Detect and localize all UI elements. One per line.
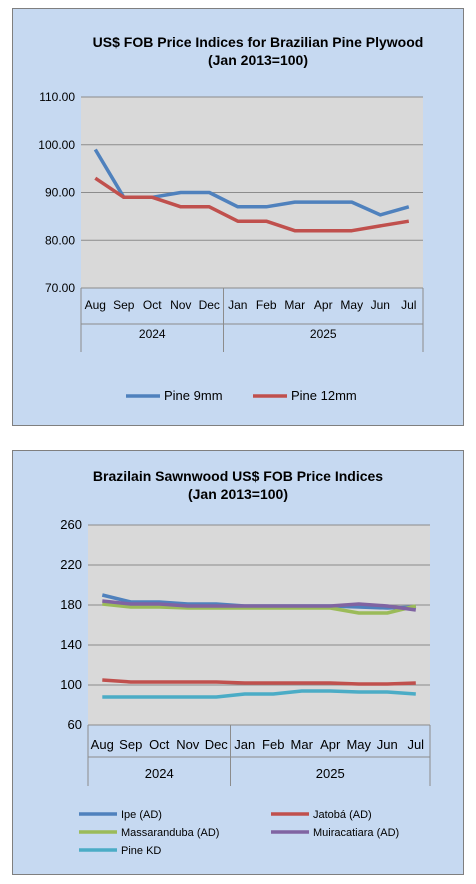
series-line-pine-12mm bbox=[94, 176, 410, 233]
series-line-pine-kd bbox=[102, 689, 416, 699]
x-tick-label: Jun bbox=[377, 737, 398, 752]
x-tick-label: Apr bbox=[320, 737, 341, 752]
x-tick-label: Aug bbox=[85, 298, 106, 312]
chart-subtitle: (Jan 2013=100) bbox=[207, 52, 309, 68]
y-tick-label: 220 bbox=[60, 557, 82, 572]
sawnwood-chart-panel: Brazilain Sawnwood US$ FOB Price Indices… bbox=[12, 450, 464, 875]
x-tick-label: Jun bbox=[371, 298, 390, 312]
legend-label: Ipe (AD) bbox=[121, 809, 162, 821]
year-label: 2025 bbox=[316, 766, 345, 781]
y-tick-label: 260 bbox=[60, 517, 82, 532]
y-tick-label: 100 bbox=[60, 677, 82, 692]
y-tick-label: 180 bbox=[60, 597, 82, 612]
x-tick-label: Apr bbox=[314, 298, 333, 312]
x-tick-label: Jul bbox=[407, 737, 424, 752]
y-tick-label: 80.00 bbox=[45, 233, 75, 247]
x-tick-label: Nov bbox=[170, 298, 191, 312]
x-tick-label: May bbox=[340, 298, 363, 312]
pine-plywood-line-chart: 70.00 80.00 90.00 100.00 110.00 Aug Sep Oct Nov D… bbox=[38, 90, 424, 403]
y-tick-label: 60 bbox=[68, 717, 82, 732]
sawnwood-line-chart: 60 100 140 180 220 260 Aug Sep Oct Nov Dec Jan Feb Ma… bbox=[60, 517, 431, 857]
x-tick-label: Sep bbox=[119, 737, 142, 752]
x-tick-label: Mar bbox=[284, 298, 305, 312]
x-tick-label: Aug bbox=[91, 737, 114, 752]
chart-title-main: US$ FOB Price Indices for Brazilian Pine… bbox=[92, 34, 424, 50]
y-tick-label: 70.00 bbox=[45, 281, 75, 295]
y-tick-label: 110.00 bbox=[39, 90, 75, 104]
x-tick-label: Feb bbox=[256, 298, 277, 312]
x-tick-label: Mar bbox=[291, 737, 314, 752]
y-tick-label: 90.00 bbox=[45, 186, 75, 200]
pine-plywood-chart-panel: US$ FOB Price Indices for Brazilian Pine… bbox=[12, 8, 464, 426]
year-label: 2024 bbox=[139, 327, 166, 341]
x-tick-label: Oct bbox=[149, 737, 170, 752]
x-tick-label: Oct bbox=[143, 298, 162, 312]
y-tick-label: 100.00 bbox=[38, 138, 75, 152]
x-tick-label: Dec bbox=[199, 298, 220, 312]
legend-label: Massaranduba (AD) bbox=[121, 827, 219, 839]
x-tick-label: May bbox=[346, 737, 371, 752]
x-tick-label: Nov bbox=[176, 737, 200, 752]
year-label: 2025 bbox=[310, 327, 337, 341]
series-line-muiracatiara-ad bbox=[102, 599, 417, 612]
x-tick-label: Jul bbox=[401, 298, 416, 312]
legend-label: Pine 12mm bbox=[291, 388, 357, 403]
chart-title: US$ FOB Price Indices for Brazilian Pine… bbox=[13, 33, 463, 69]
x-tick-label: Jan bbox=[234, 737, 255, 752]
chart-title-main: Brazilain Sawnwood US$ FOB Price Indices bbox=[92, 468, 384, 484]
chart-title: Brazilain Sawnwood US$ FOB Price Indices… bbox=[13, 467, 463, 503]
legend-label: Pine KD bbox=[121, 845, 161, 857]
legend-label: Muiracatiara (AD) bbox=[313, 827, 399, 839]
chart-subtitle: (Jan 2013=100) bbox=[187, 486, 289, 502]
x-tick-label: Feb bbox=[262, 737, 284, 752]
legend-label: Pine 9mm bbox=[164, 388, 223, 403]
legend-label: Jatobá (AD) bbox=[313, 809, 372, 821]
x-tick-label: Dec bbox=[205, 737, 229, 752]
year-label: 2024 bbox=[145, 766, 174, 781]
x-tick-label: Sep bbox=[113, 298, 135, 312]
y-tick-label: 140 bbox=[60, 637, 82, 652]
series-line-jatob-ad bbox=[102, 678, 416, 686]
x-tick-label: Jan bbox=[228, 298, 247, 312]
series-line-massaranduba-ad bbox=[102, 602, 417, 615]
